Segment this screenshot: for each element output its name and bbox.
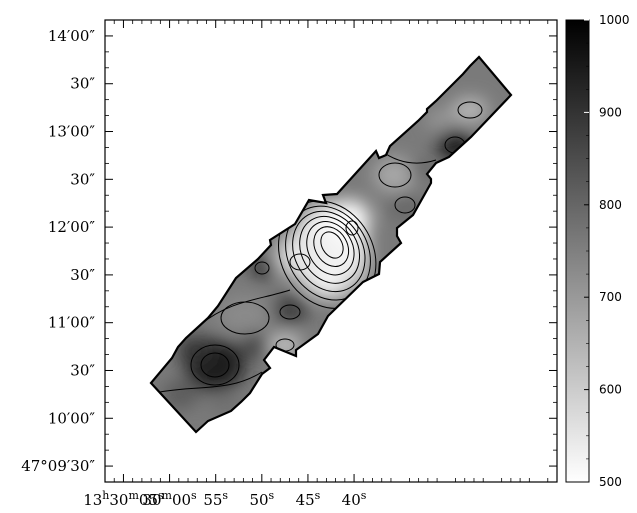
- colorbar-tick-label: 900: [599, 105, 622, 119]
- y-tick-label: 12′00″: [48, 218, 96, 236]
- colorbar-tick-label: 1000: [599, 13, 630, 27]
- y-tick-label: 30″: [70, 75, 95, 93]
- intensity-blob: [452, 98, 488, 122]
- x-tick-label: 30m00s: [142, 489, 197, 510]
- y-tick-label: 30″: [70, 361, 95, 379]
- intensity-blob: [250, 258, 274, 278]
- contour-line: [292, 210, 366, 293]
- intensity-blob: [410, 162, 430, 178]
- y-tick-label: 30″: [70, 266, 95, 284]
- contour-line: [159, 371, 263, 393]
- intensity-blob: [217, 295, 273, 335]
- contour-line: [279, 304, 301, 320]
- contour-line: [320, 231, 344, 259]
- x-tick-label: 40s: [342, 489, 367, 510]
- x-tick-label: 45s: [296, 489, 321, 510]
- contour-line: [200, 352, 230, 378]
- x-tick-label: 50s: [249, 489, 274, 510]
- intensity-blob: [272, 296, 308, 324]
- colorbar-gradient: [565, 19, 590, 483]
- intensity-blob: [278, 233, 322, 277]
- x-tick-label: 55s: [203, 489, 228, 510]
- contour-line: [378, 162, 412, 188]
- intensity-blob: [330, 200, 370, 240]
- colorbar-tick-label: 500: [599, 475, 622, 489]
- y-tick-label: 14′00″: [48, 27, 96, 45]
- y-tick-label: 30″: [70, 170, 95, 188]
- strip-outline: [149, 55, 513, 434]
- contour-line: [457, 101, 483, 119]
- colorbar-tick-label: 700: [599, 290, 622, 304]
- colorbar: 500 600 700 800 900 1000: [565, 13, 630, 489]
- y-tick-label: 11′00″: [48, 314, 96, 332]
- contour-line: [306, 221, 355, 276]
- colorbar-tick-label: 800: [599, 198, 622, 212]
- contour-line: [190, 344, 240, 386]
- colorbar-tick-label: 600: [599, 383, 622, 397]
- x-tick-label: 13h30m05s: [83, 489, 164, 510]
- y-tick-label: 13′00″: [48, 123, 96, 141]
- y-tick-label: 10′00″: [48, 409, 96, 427]
- intensity-blob: [241, 333, 269, 357]
- intensity-blob: [426, 110, 454, 130]
- intensity-blob: [162, 381, 198, 409]
- contour-line: [345, 220, 359, 236]
- contour-line: [313, 226, 350, 267]
- contour-line: [299, 215, 361, 284]
- contour-line: [394, 196, 416, 214]
- contour-line: [254, 261, 270, 275]
- y-axis: 47°09′30″ 10′00″ 30″ 11′00″ 30″ 12′00″ 30″ 13′0…: [21, 19, 557, 483]
- y-tick-label: 47°09′30″: [21, 457, 95, 475]
- contour-line: [289, 253, 311, 271]
- contour-line: [199, 289, 291, 326]
